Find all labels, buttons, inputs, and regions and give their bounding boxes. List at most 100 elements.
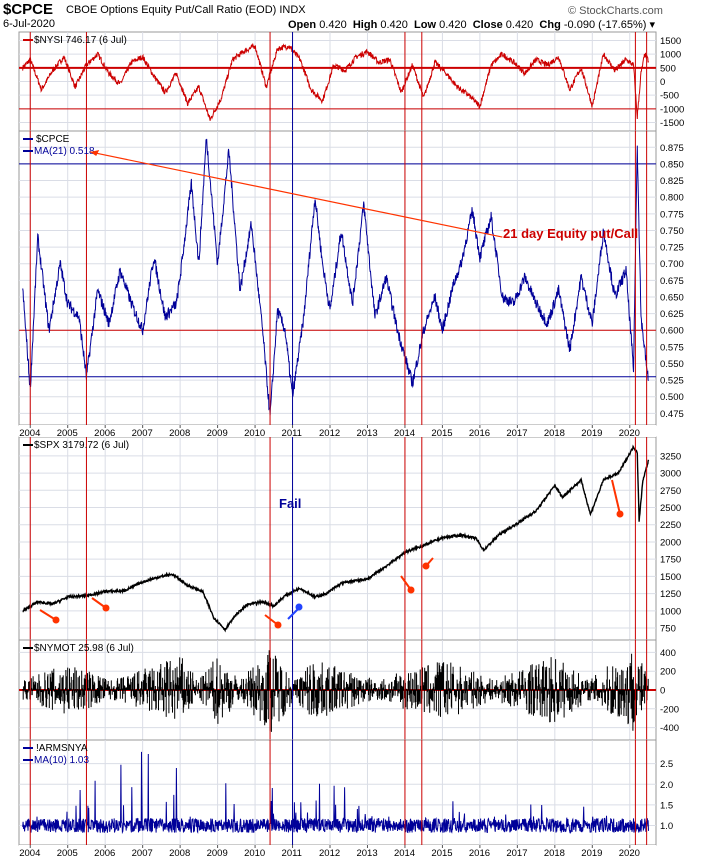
dropdown-icon[interactable]: ▾ <box>649 19 656 31</box>
year-label: 2020 <box>619 848 640 859</box>
tick-label-cpce: 0.625 <box>660 309 684 320</box>
tick-label-spx: 1500 <box>660 572 681 583</box>
tick-label-nymot: 400 <box>660 648 676 659</box>
tick-label-arms: 1.0 <box>660 821 673 832</box>
equity-putcall-annotation: 21 day Equity put/Call <box>503 226 638 241</box>
tick-label-cpce: 0.650 <box>660 292 684 303</box>
low-value: 0.420 <box>439 19 467 31</box>
year-label: 2007 <box>132 848 153 859</box>
tick-label-nymot: 0 <box>660 686 665 697</box>
trendline <box>90 151 503 238</box>
year-label: 2013 <box>356 428 377 439</box>
year-label: 2018 <box>544 848 565 859</box>
year-label: 2005 <box>57 848 78 859</box>
year-label: 2015 <box>431 428 452 439</box>
open-label: Open <box>288 19 317 31</box>
year-label: 2010 <box>244 428 265 439</box>
open-value: 0.420 <box>319 19 347 31</box>
year-label: 2019 <box>581 428 602 439</box>
tick-label-spx: 1000 <box>660 606 681 617</box>
x-axis-band <box>19 845 656 862</box>
year-label: 2011 <box>282 848 302 859</box>
year-label: 2020 <box>619 428 640 439</box>
panel-spx <box>18 436 657 641</box>
year-label: 2004 <box>19 848 40 859</box>
year-label: 2012 <box>319 848 340 859</box>
x-axis-band <box>19 425 656 437</box>
series-line-spx <box>22 444 650 633</box>
close-value: 0.420 <box>505 19 534 31</box>
chart-description: CBOE Options Equity Put/Call Ratio (EOD)… <box>66 4 306 16</box>
year-label: 2011 <box>282 428 302 439</box>
tick-label-spx: 1750 <box>660 555 681 566</box>
year-label: 2016 <box>469 848 490 859</box>
tick-label-cpce: 0.775 <box>660 209 684 220</box>
panel-label-arms: !ARMSNYA <box>36 743 88 754</box>
tick-label-cpce: 0.800 <box>660 193 684 204</box>
year-label: 2004 <box>19 428 40 439</box>
year-label: 2008 <box>169 848 190 859</box>
tick-label-nymot: -200 <box>660 704 679 715</box>
ohlc-readout: Open 0.420 High 0.420 Low 0.420 Close 0.… <box>288 18 655 31</box>
trendline-arrowhead <box>90 149 100 156</box>
year-label: 2019 <box>581 848 602 859</box>
arrow-head <box>274 621 282 629</box>
tick-label-cpce: 0.500 <box>660 392 684 403</box>
series-line-cpce <box>22 138 649 416</box>
exchange-text: INDX <box>279 4 306 16</box>
tick-label-cpce: 0.700 <box>660 259 684 270</box>
tick-label-nysi: -1500 <box>660 118 684 129</box>
year-label: 2006 <box>94 848 115 859</box>
year-label: 2005 <box>57 428 78 439</box>
year-label: 2014 <box>394 428 415 439</box>
tick-label-nymot: -400 <box>660 723 679 734</box>
arrow-head <box>52 616 60 624</box>
arrow-head-blue <box>295 603 303 611</box>
high-value: 0.420 <box>380 19 408 31</box>
tick-label-cpce: 0.875 <box>660 143 684 154</box>
fail-annotation: Fail <box>279 496 301 511</box>
tick-label-nysi: 1500 <box>660 36 681 47</box>
year-label: 2016 <box>469 428 490 439</box>
year-label: 2006 <box>94 428 115 439</box>
year-label: 2007 <box>132 428 153 439</box>
chg-value: -0.090 (-17.65%) <box>563 19 647 31</box>
series-line-nymot <box>22 650 649 732</box>
series-line-nysi <box>22 42 649 121</box>
chart-date: 6-Jul-2020 <box>3 18 55 30</box>
year-label: 2018 <box>544 428 565 439</box>
description-text: CBOE Options Equity Put/Call Ratio (EOD) <box>66 4 277 16</box>
year-label: 2009 <box>207 428 228 439</box>
tick-label-spx: 2750 <box>660 486 681 497</box>
tick-label-cpce: 0.825 <box>660 176 684 187</box>
tick-label-spx: 2000 <box>660 537 681 548</box>
tick-label-cpce: 0.600 <box>660 326 684 337</box>
tick-label-spx: 3000 <box>660 469 681 480</box>
tick-label-spx: 3250 <box>660 451 681 462</box>
year-label: 2014 <box>394 848 415 859</box>
ma-label-cpce: MA(21) 0.518 <box>34 146 95 157</box>
ma-label-arms: MA(10) 1.03 <box>34 755 89 766</box>
tick-label-spx: 2500 <box>660 503 681 514</box>
tick-label-cpce: 0.675 <box>660 276 684 287</box>
panel-cpce <box>18 130 657 426</box>
close-label: Close <box>472 19 503 31</box>
tick-label-cpce: 0.575 <box>660 342 684 353</box>
tick-label-nysi: 1000 <box>660 50 681 61</box>
year-label: 2017 <box>506 848 527 859</box>
tick-label-arms: 2.0 <box>660 780 673 791</box>
tick-label-spx: 2250 <box>660 520 681 531</box>
arrow-head <box>422 562 430 570</box>
year-label: 2008 <box>169 428 190 439</box>
year-label: 2010 <box>244 848 265 859</box>
low-label: Low <box>414 19 437 31</box>
chg-label: Chg <box>539 19 561 31</box>
panel-label-nysi: $NYSI 746.17 (6 Jul) <box>34 35 127 46</box>
tick-label-cpce: 0.525 <box>660 376 684 387</box>
year-label: 2013 <box>356 848 377 859</box>
tick-label-cpce: 0.725 <box>660 243 684 254</box>
panel-label-nymot: $NYMOT 25.98 (6 Jul) <box>34 643 134 654</box>
tick-label-cpce: 0.475 <box>660 409 684 420</box>
down-arrow <box>611 479 621 515</box>
